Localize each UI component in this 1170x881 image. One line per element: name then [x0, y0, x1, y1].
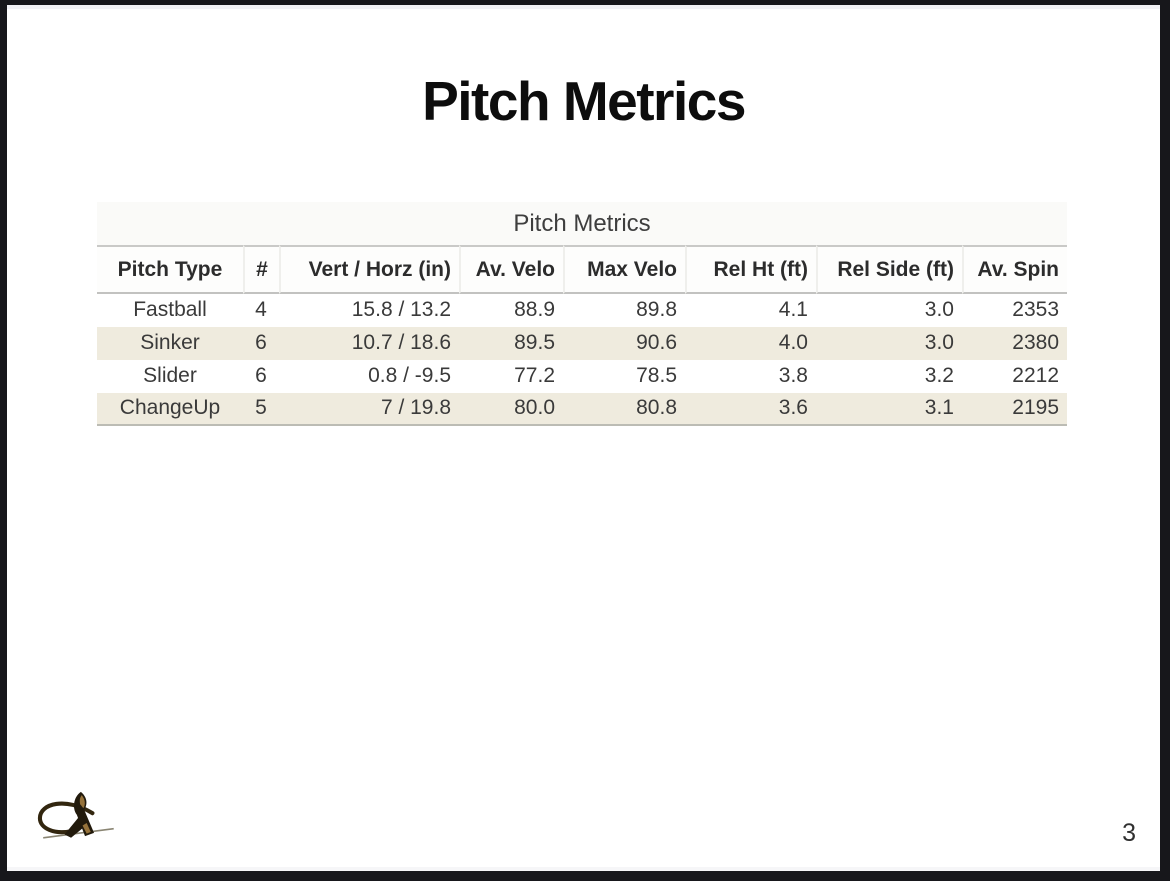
cell-av-velo: 77.2 [514, 364, 555, 387]
cell-max-velo: 90.6 [563, 327, 685, 360]
cell-rel-side: 3.2 [924, 364, 954, 387]
cell-pitch-type: ChangeUp [97, 393, 243, 426]
column-header-pitch-type: Pitch Type [97, 245, 243, 294]
column-header-rel-ht: Rel Ht (ft) [685, 245, 816, 294]
table-row-fastball: Fastball 4 15.8 / 13.2 88.9 89.8 4.1 3.0… [97, 294, 1067, 327]
cell-av-velo: 88.9 [514, 298, 555, 321]
cell-rel-ht: 3.8 [778, 364, 808, 387]
cell-av-velo: 89.5 [459, 327, 563, 360]
column-header-rel-side: Rel Side (ft) [816, 245, 962, 294]
cell-rel-ht: 3.6 [685, 393, 816, 426]
slide-title: Pitch Metrics [422, 70, 746, 132]
cell-vert-horz: 10.7 / 18.6 [279, 327, 459, 360]
cell-rel-ht: 4.0 [685, 327, 816, 360]
cell-av-spin: 2353 [1012, 298, 1059, 321]
table-row-changeup: ChangeUp 5 7 / 19.8 80.0 80.8 3.6 3.1 21… [97, 393, 1067, 426]
column-header-max-velo: Max Velo [563, 245, 685, 294]
cell-max-velo: 80.8 [563, 393, 685, 426]
pitch-metrics-table-container: Pitch Metrics Pitch Type # Vert / Horz (… [97, 202, 1067, 426]
cell-count: 5 [243, 393, 279, 426]
cell-vert-horz: 0.8 / -9.5 [368, 364, 451, 387]
table-row-sinker: Sinker 6 10.7 / 18.6 89.5 90.6 4.0 3.0 2… [97, 327, 1067, 360]
cell-count: 6 [243, 327, 279, 360]
cell-count: 4 [255, 298, 267, 321]
slide: Pitch Metrics Pitch Metrics Pitch Type #… [7, 5, 1160, 871]
cell-rel-side: 3.0 [816, 327, 962, 360]
cell-av-spin: 2195 [962, 393, 1067, 426]
table-row-slider: Slider 6 0.8 / -9.5 77.2 78.5 3.8 3.2 22… [97, 360, 1067, 393]
cell-vert-horz: 15.8 / 13.2 [351, 298, 451, 321]
page-number: 3 [1122, 819, 1136, 847]
cell-rel-ht: 4.1 [778, 298, 808, 321]
cell-pitch-type: Slider [143, 364, 197, 387]
column-header-count: # [243, 245, 279, 294]
cell-rel-side: 3.1 [816, 393, 962, 426]
column-header-av-spin: Av. Spin [962, 245, 1067, 294]
athlete-swoosh-logo-icon [37, 791, 114, 839]
table-title: Pitch Metrics [97, 202, 1067, 245]
column-header-av-velo: Av. Velo [459, 245, 563, 294]
cell-pitch-type: Fastball [133, 298, 207, 321]
cell-av-spin: 2380 [962, 327, 1067, 360]
cell-pitch-type: Sinker [97, 327, 243, 360]
cell-av-velo: 80.0 [459, 393, 563, 426]
pitch-metrics-table: Pitch Type # Vert / Horz (in) Av. Velo M… [97, 245, 1067, 426]
cell-rel-side: 3.0 [924, 298, 954, 321]
cell-max-velo: 78.5 [636, 364, 677, 387]
cell-av-spin: 2212 [1012, 364, 1059, 387]
table-header-row: Pitch Type # Vert / Horz (in) Av. Velo M… [97, 245, 1067, 294]
cell-max-velo: 89.8 [636, 298, 677, 321]
column-header-vert-horz: Vert / Horz (in) [279, 245, 459, 294]
cell-vert-horz: 7 / 19.8 [279, 393, 459, 426]
cell-count: 6 [255, 364, 267, 387]
